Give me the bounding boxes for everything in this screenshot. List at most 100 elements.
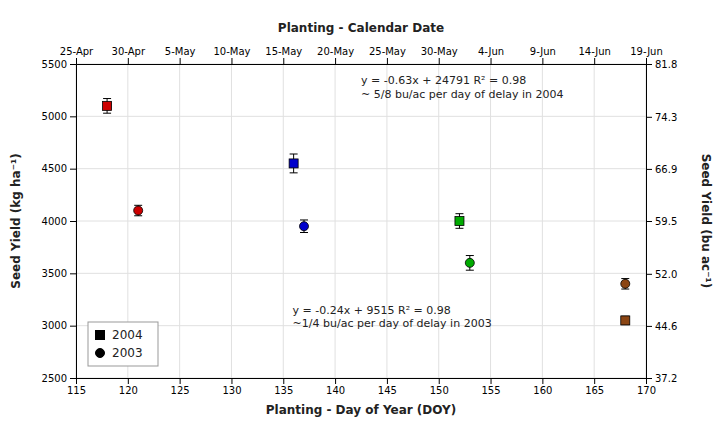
tick: 14-Jun [578, 46, 611, 64]
tick: 30-Apr [112, 46, 146, 64]
tick-mark [646, 58, 647, 64]
tick: 9-Jun [530, 46, 556, 64]
grid-line [76, 116, 646, 117]
error-bar [621, 316, 629, 324]
tick-label: 130 [222, 385, 241, 396]
tick-label: 20-May [317, 46, 354, 57]
tick-label: 2500 [42, 373, 67, 384]
tick-label: 44.6 [655, 321, 677, 332]
tick-label: 120 [119, 385, 138, 396]
tick: 4000 [42, 216, 76, 227]
tick: 165 [585, 378, 604, 396]
tick-label: 14-Jun [578, 46, 611, 57]
y2-axis: 37.244.652.059.566.974.381.8 [646, 59, 677, 384]
error-bar [466, 256, 474, 271]
tick-mark [70, 169, 76, 170]
tick-label: 145 [378, 385, 397, 396]
tick-mark [335, 378, 336, 384]
tick-label: 10-May [213, 46, 250, 57]
tick: 81.8 [646, 59, 677, 70]
axis-line [647, 65, 653, 379]
tick-label: 37.2 [655, 373, 677, 384]
axis-line [70, 65, 77, 379]
axis-line [77, 379, 647, 385]
tick-label: 5000 [42, 111, 67, 122]
tick: 135 [274, 378, 293, 396]
tick-mark [646, 117, 652, 118]
tick-label: 52.0 [655, 269, 677, 280]
point [300, 222, 309, 231]
tick: 15-May [265, 46, 302, 64]
tick-label: 19-Jun [630, 46, 663, 57]
tick-mark [646, 378, 652, 379]
tick: 115 [67, 378, 86, 396]
tick-mark [542, 378, 543, 384]
x-axis: 115120125130135140145150155160165170 [67, 378, 656, 396]
tick-label: 4000 [42, 216, 67, 227]
tick-label: 135 [274, 385, 293, 396]
tick-mark [70, 326, 76, 327]
tick: 150 [430, 378, 449, 396]
tick: 5000 [42, 111, 76, 122]
y-axis: 2500 3000 3500 4000 4500 5000 5500 [42, 59, 77, 384]
tick-mark [70, 378, 76, 379]
tick: 74.3 [646, 112, 677, 123]
tick: 5500 [42, 59, 76, 70]
x2-axis: 25-Apr30-Apr5-May10-May15-May20-May25-Ma… [60, 46, 663, 65]
tick-mark [76, 58, 77, 64]
tick-mark [283, 58, 284, 64]
tick: 30-May [421, 46, 458, 64]
tick-label: 15-May [265, 46, 302, 57]
tick-label: 25-May [369, 46, 406, 57]
tick: 5-May [165, 46, 196, 64]
legend-swatch [96, 349, 105, 358]
tick-label: 4-Jun [478, 46, 504, 57]
error-bar [134, 205, 142, 215]
legend-label: 2003 [112, 346, 143, 360]
tick-label: 4500 [42, 163, 67, 174]
grid-line [76, 168, 646, 169]
annotation: y = -0.24x + 9515 R² = 0.98~1/4 bu/ac pe… [293, 304, 492, 331]
x2-axis-title: Planting - Calendar Date [278, 21, 444, 35]
tick: 25-May [369, 46, 406, 64]
tick-mark [646, 326, 652, 327]
annotation: y = -0.63x + 24791 R² = 0.98~ 5/8 bu/ac … [361, 74, 564, 101]
tick-label: 81.8 [655, 59, 677, 70]
tick-mark [128, 58, 129, 64]
tick-mark [594, 378, 595, 384]
tick-mark [646, 64, 652, 65]
tick-mark [646, 221, 652, 222]
x-axis-title: Planting - Day of Year (DOY) [266, 403, 457, 417]
tick-mark [646, 169, 652, 170]
tick-label: 3500 [42, 268, 67, 279]
tick-label: 125 [171, 385, 190, 396]
tick: 155 [481, 378, 500, 396]
tick-label: 74.3 [655, 112, 677, 123]
tick-mark [439, 58, 440, 64]
tick-label: 5-May [165, 46, 196, 57]
legend-frame [88, 322, 158, 366]
point [621, 279, 630, 288]
tick-mark [387, 58, 388, 64]
tick: 4-Jun [478, 46, 504, 64]
error-bar [290, 154, 298, 173]
tick: 140 [326, 378, 345, 396]
tick: 3500 [42, 268, 76, 279]
tick-label: 3000 [42, 320, 67, 331]
grid-line [76, 221, 646, 222]
grid [76, 64, 646, 378]
tick-label: 5500 [42, 59, 67, 70]
tick: 10-May [213, 46, 250, 64]
tick-label: 155 [481, 385, 500, 396]
tick-mark [231, 58, 232, 64]
tick: 4500 [42, 163, 76, 174]
tick: 125 [171, 378, 190, 396]
tick-label: 170 [637, 385, 656, 396]
tick-label: 165 [585, 385, 604, 396]
tick-mark [180, 378, 181, 384]
point [621, 316, 630, 325]
tick-mark [594, 58, 595, 64]
grid-line [76, 273, 646, 274]
tick-mark [128, 378, 129, 384]
point [134, 206, 143, 215]
